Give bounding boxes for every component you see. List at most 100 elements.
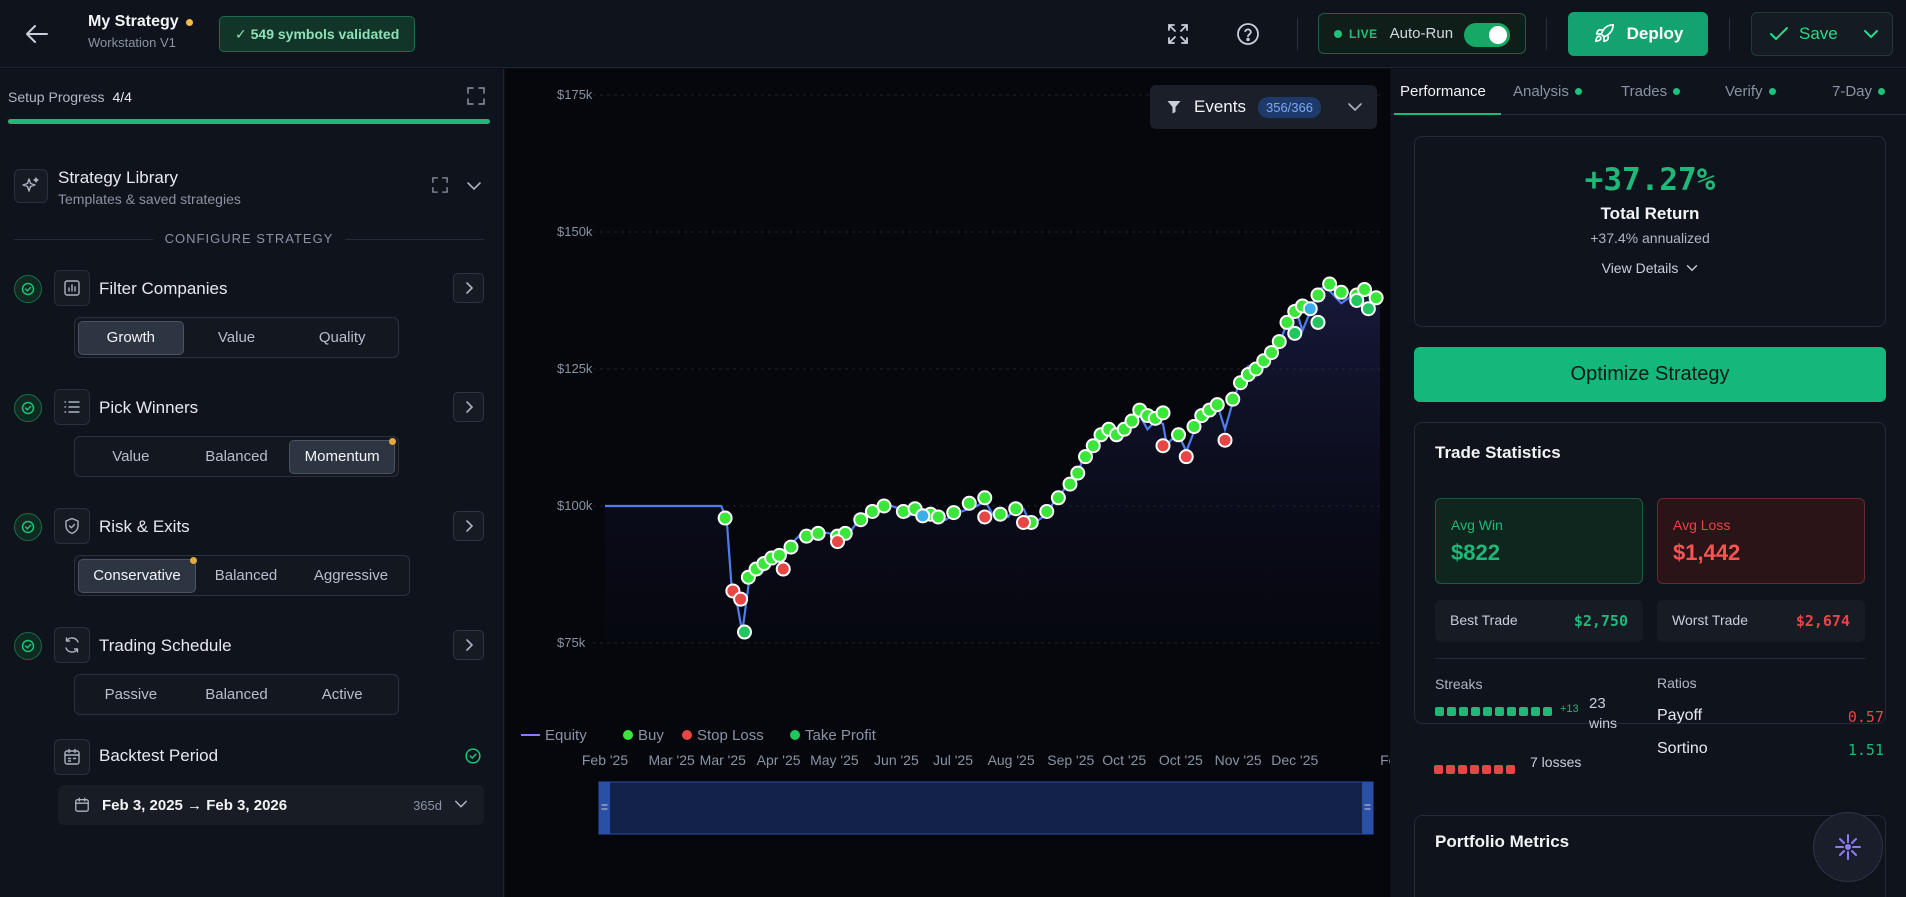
option-momentum[interactable]: Momentum (289, 437, 396, 474)
y-tick-label: $100k (557, 498, 593, 513)
ratios-label: Ratios (1657, 675, 1697, 691)
trade-statistics-card: Trade Statistics Avg Win $822 Avg Loss $… (1414, 422, 1886, 731)
tab-verify[interactable]: Verify (1725, 83, 1776, 100)
buy-marker (977, 490, 993, 506)
backtest-date-range[interactable]: Feb 3, 2025 → Feb 3, 2026 365d (58, 785, 484, 825)
option-balanced[interactable]: Balanced (214, 567, 278, 584)
deploy-button[interactable]: Deploy (1568, 12, 1708, 56)
help-icon (1237, 23, 1259, 45)
auto-run-toggle[interactable] (1464, 23, 1510, 47)
header-divider (1297, 18, 1298, 50)
x-tick-label: Feb '26 (1380, 752, 1390, 768)
option-value[interactable]: Value (217, 329, 256, 346)
deploy-label: Deploy (1626, 24, 1684, 43)
save-button[interactable]: Save (1751, 12, 1893, 56)
buy-marker (1322, 276, 1338, 292)
legend-label: Equity (545, 727, 587, 744)
trading-schedule-expand-button[interactable] (453, 630, 484, 660)
win-square (1459, 707, 1468, 716)
loss-square (1458, 765, 1467, 774)
strategy-library-title[interactable]: Strategy Library (58, 168, 178, 187)
portfolio-metrics-title: Portfolio Metrics (1435, 832, 1570, 851)
risk-exits-expand-button[interactable] (453, 511, 484, 541)
expand-icon[interactable] (467, 87, 485, 105)
step-title-filter-companies: Filter Companies (99, 279, 228, 298)
optimize-strategy-button[interactable]: Optimize Strategy (1414, 347, 1886, 402)
right-tabs: Performance Analysis Trades Verify 7-Day (1391, 69, 1906, 115)
step-title-risk-exits: Risk & Exits (99, 517, 190, 536)
stop-loss-marker (1155, 438, 1171, 454)
setup-progress-fill (8, 119, 490, 124)
option-balanced[interactable]: Balanced (205, 448, 268, 465)
sparkles-icon (22, 177, 39, 192)
sortino-label: Sortino (1657, 740, 1708, 757)
stop-loss-marker (1217, 432, 1233, 448)
buy-marker (1155, 405, 1171, 421)
top-header: My Strategy Workstation V1 ✓ 549 symbols… (0, 0, 1906, 68)
x-tick-label: Nov '25 (1215, 752, 1262, 768)
help-button[interactable] (1232, 18, 1264, 50)
chevron-right-icon (465, 282, 473, 294)
range-handle-right (1362, 782, 1373, 834)
configure-strategy-label: CONFIGURE STRATEGY (0, 231, 498, 246)
stop-loss-marker (775, 561, 791, 577)
option-aggressive[interactable]: Aggressive (313, 567, 389, 584)
option-growth[interactable]: Growth (78, 320, 184, 355)
x-tick-label: Oct '25 (1102, 752, 1146, 768)
tab-7-day[interactable]: 7-Day (1832, 83, 1886, 100)
pick-winners-selector: Value Balanced Momentum (74, 436, 399, 477)
loss-square (1494, 765, 1503, 774)
tab-analysis[interactable]: Analysis (1513, 83, 1582, 100)
take-profit-marker (1310, 314, 1326, 330)
option-quality[interactable]: Quality (318, 329, 366, 346)
take-profit-marker (737, 624, 752, 640)
x-tick-label: Jun '25 (874, 752, 919, 768)
chevron-right-icon (465, 401, 473, 413)
filter-companies-selector: Growth Value Quality (74, 317, 399, 358)
option-active[interactable]: Active (321, 686, 363, 703)
loss-square (1446, 765, 1455, 774)
option-passive[interactable]: Passive (104, 686, 158, 703)
event-marker (1302, 301, 1318, 317)
stop-loss-marker (1178, 449, 1194, 465)
event-marker (915, 508, 931, 524)
right-panel: Performance Analysis Trades Verify 7-Day… (1391, 69, 1906, 897)
legend-swatch (790, 730, 800, 740)
equity-chart[interactable]: $175k $150k $125k $100k $75k Equity Buy Stop Lo… (505, 69, 1390, 897)
win-square (1495, 707, 1504, 716)
assistant-fab-button[interactable] (1813, 812, 1883, 882)
active-tab-indicator (1394, 113, 1501, 115)
tab-performance[interactable]: Performance (1400, 83, 1486, 100)
wins-value: 23 (1589, 695, 1606, 712)
trading-schedule-selector: Passive Balanced Active (74, 674, 399, 715)
payoff-value: 0.57 (1847, 708, 1884, 726)
back-button[interactable] (22, 19, 52, 49)
loss-square (1434, 765, 1443, 774)
events-filter-button[interactable]: Events 356/366 (1150, 85, 1377, 129)
tab-trades[interactable]: Trades (1621, 83, 1681, 100)
option-balanced[interactable]: Balanced (205, 686, 268, 703)
take-profit-marker (1349, 293, 1365, 308)
range-handle-left (599, 782, 610, 834)
y-tick-label: $75k (557, 635, 586, 650)
stop-loss-marker (1016, 514, 1031, 530)
chevron-down-icon[interactable] (466, 178, 482, 194)
arrow-left-icon (26, 25, 48, 43)
fullscreen-button[interactable] (1162, 18, 1194, 50)
win-square (1447, 707, 1456, 716)
pick-winners-expand-button[interactable] (453, 392, 484, 422)
refresh-icon (65, 637, 79, 653)
stop-loss-marker (977, 509, 993, 525)
buy-marker (1050, 490, 1066, 506)
chevron-down-icon[interactable] (1862, 25, 1880, 43)
option-conservative[interactable]: Conservative (78, 556, 197, 593)
setup-progress-value: 4/4 (112, 89, 132, 105)
filter-icon (1167, 101, 1181, 114)
filter-companies-expand-button[interactable] (453, 273, 484, 303)
x-tick-label: Feb '25 (582, 752, 628, 768)
portfolio-metrics-card: Portfolio Metrics (1414, 815, 1886, 897)
expand-icon[interactable] (432, 177, 448, 193)
validated-badge: ✓ 549 symbols validated (219, 16, 416, 52)
option-value[interactable]: Value (112, 448, 150, 465)
view-details-button[interactable]: View Details (1415, 260, 1885, 276)
